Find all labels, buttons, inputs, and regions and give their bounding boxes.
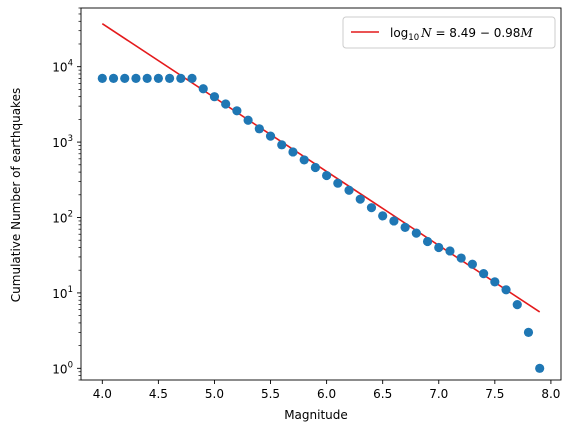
y-tick-base: 10 bbox=[52, 211, 67, 225]
y-tick-exponent: 1 bbox=[68, 285, 73, 295]
data-point bbox=[422, 236, 433, 247]
data-point bbox=[277, 140, 287, 150]
data-point bbox=[209, 92, 220, 102]
data-point bbox=[243, 115, 253, 125]
y-tick-exponent: 3 bbox=[68, 134, 73, 144]
data-point bbox=[434, 242, 444, 253]
data-point bbox=[265, 131, 276, 141]
data-point bbox=[299, 155, 309, 165]
y-tick-label: 103 bbox=[52, 134, 73, 150]
data-point bbox=[344, 185, 354, 195]
scatter-points bbox=[97, 73, 545, 373]
data-point bbox=[355, 194, 365, 204]
y-tick-label: 101 bbox=[52, 285, 73, 301]
x-tick-label: 5.0 bbox=[205, 387, 224, 401]
data-point bbox=[232, 106, 242, 116]
data-point bbox=[400, 222, 410, 232]
data-point bbox=[254, 124, 264, 134]
data-point bbox=[535, 363, 545, 373]
x-tick-label: 6.0 bbox=[317, 387, 336, 401]
fit-line-layer bbox=[101, 23, 541, 313]
data-point bbox=[108, 73, 119, 83]
data-point bbox=[411, 228, 421, 238]
legend: log10 N = 8.49 − 0.98M bbox=[342, 16, 556, 49]
data-point bbox=[512, 299, 522, 310]
legend-var-m: M bbox=[519, 26, 533, 40]
y-tick-label: 104 bbox=[52, 59, 73, 75]
y-tick-base: 10 bbox=[52, 362, 67, 376]
data-point bbox=[322, 170, 332, 181]
data-point bbox=[523, 327, 534, 337]
x-tick-label: 6.5 bbox=[373, 387, 392, 401]
legend-box bbox=[342, 16, 556, 49]
data-point bbox=[310, 162, 320, 173]
x-tick-label: 8.0 bbox=[541, 387, 560, 401]
data-point bbox=[131, 73, 141, 83]
data-point bbox=[445, 246, 455, 256]
axes-border bbox=[80, 7, 562, 381]
data-point bbox=[187, 73, 197, 83]
data-point bbox=[501, 285, 511, 295]
legend-log: log bbox=[390, 26, 408, 40]
data-point bbox=[221, 99, 231, 109]
data-point bbox=[456, 253, 466, 263]
legend-log-base: 10 bbox=[408, 33, 419, 43]
data-point bbox=[333, 178, 343, 188]
data-point bbox=[142, 73, 152, 83]
x-tick-label: 7.0 bbox=[429, 387, 448, 401]
y-tick-label: 102 bbox=[52, 209, 73, 225]
data-point bbox=[378, 211, 388, 221]
data-point bbox=[176, 73, 186, 83]
data-point bbox=[389, 216, 399, 226]
axes-frame bbox=[80, 7, 562, 381]
x-axis-label: Magnitude bbox=[284, 408, 348, 422]
legend-equation: = 8.49 − 0.98 bbox=[432, 26, 521, 40]
y-tick-exponent: 4 bbox=[68, 59, 73, 69]
legend-var-n: N bbox=[420, 26, 432, 40]
data-point bbox=[153, 73, 163, 83]
x-tick-label: 7.5 bbox=[485, 387, 504, 401]
data-point bbox=[490, 277, 500, 287]
x-tick-label: 5.5 bbox=[261, 387, 280, 401]
x-axis: 4.0 4.5 5.0 5.5 6.0 6.5 7.0 7.5 8.0 bbox=[93, 380, 560, 401]
y-tick-label: 100 bbox=[52, 360, 73, 376]
y-axis-label: Cumulative Number of earthquakes bbox=[9, 88, 23, 302]
y-tick-exponent: 2 bbox=[68, 209, 73, 219]
y-tick-base: 10 bbox=[52, 136, 67, 150]
data-point bbox=[97, 73, 107, 83]
y-tick-exponent: 0 bbox=[68, 360, 73, 370]
y-tick-base: 10 bbox=[52, 287, 67, 301]
legend-label: log10 N = 8.49 − 0.98M bbox=[390, 26, 533, 43]
data-point bbox=[164, 73, 175, 83]
y-tick-base: 10 bbox=[52, 61, 67, 75]
x-tick-label: 4.5 bbox=[149, 387, 168, 401]
data-point bbox=[479, 269, 489, 279]
data-point bbox=[120, 73, 130, 83]
data-point bbox=[467, 259, 478, 269]
x-tick-label: 4.0 bbox=[93, 387, 112, 401]
fit-line bbox=[101, 23, 541, 313]
data-point bbox=[366, 203, 377, 213]
data-point bbox=[198, 84, 208, 94]
data-point bbox=[288, 147, 298, 157]
